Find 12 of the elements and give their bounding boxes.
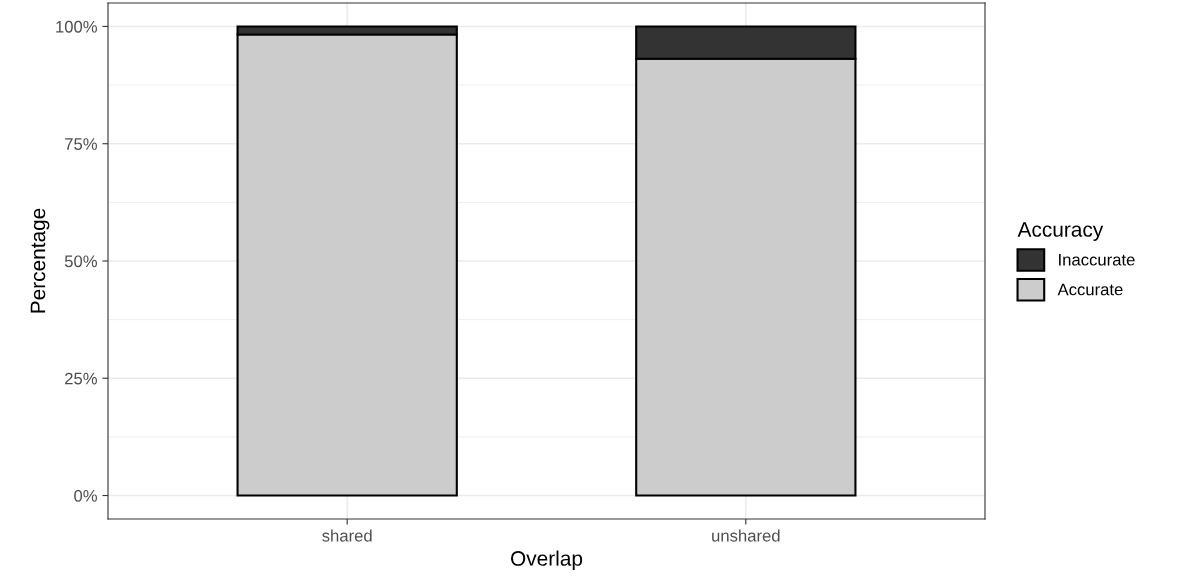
x-axis-title: Overlap bbox=[511, 550, 583, 570]
x-tick-label: unshared bbox=[712, 529, 780, 542]
y-tick-label: 0% bbox=[74, 489, 97, 502]
x-tick-label: shared bbox=[322, 529, 372, 542]
y-tick-label: 50% bbox=[64, 255, 97, 268]
y-tick-label: 75% bbox=[65, 138, 97, 150]
legend-label: Inaccurate bbox=[1059, 253, 1135, 266]
legend-title: Accuracy bbox=[1017, 222, 1104, 241]
legend-label: Accurate bbox=[1057, 283, 1123, 296]
y-tick-label: 100% bbox=[56, 20, 97, 33]
y-tick-label: 25% bbox=[65, 372, 97, 385]
y-axis-title: Percentage bbox=[30, 208, 50, 313]
